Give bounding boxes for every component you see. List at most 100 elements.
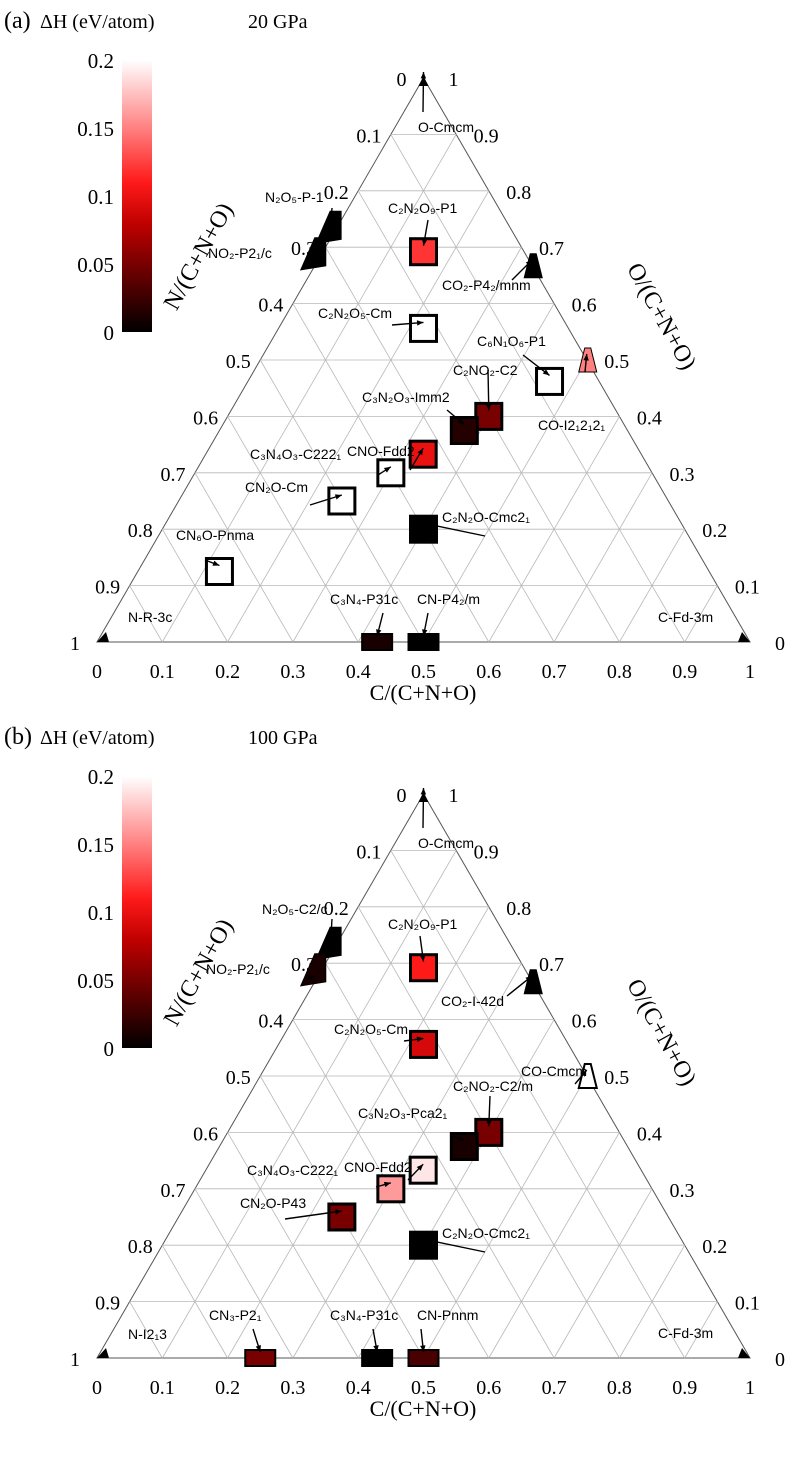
data-point <box>408 1155 438 1185</box>
data-point <box>409 953 438 983</box>
data-label: C₃N₄-P31c <box>330 591 398 607</box>
right-tick-label: 1 <box>449 785 459 807</box>
right-tick-label: 0.3 <box>670 1180 695 1202</box>
right-tick-label: 0.5 <box>604 1067 629 1089</box>
gridline <box>194 1188 294 1359</box>
data-label: C₂N₂O₉-P1 <box>388 200 458 216</box>
gridline <box>423 1075 588 1359</box>
right-tick-label: 0.6 <box>572 295 597 317</box>
arrow-head <box>307 259 315 265</box>
data-label: C-Fd-3m <box>658 609 713 625</box>
arrow-head <box>307 975 315 981</box>
arrow-head <box>583 354 589 361</box>
data-label: NO₂-P2₁/c <box>206 961 270 977</box>
arrow-head <box>420 72 427 79</box>
left-tick-label: 0.2 <box>324 898 349 920</box>
data-point <box>361 1349 394 1367</box>
arrow-head <box>457 1135 465 1141</box>
colorbar-title: ΔH (eV/atom) <box>40 727 155 749</box>
gridline <box>619 1244 686 1359</box>
arrow-head <box>327 226 334 234</box>
bottom-tick-label: 0.6 <box>476 661 501 683</box>
arrow-head <box>255 1345 261 1352</box>
gridline <box>129 585 163 643</box>
data-label: C₂N₂O-Cmc2₁ <box>442 509 530 525</box>
bottom-tick-label: 0.5 <box>411 661 436 683</box>
bottom-tick-label: 0.9 <box>672 661 697 683</box>
gridline <box>325 246 555 643</box>
data-label: NO₂-P2₁/c <box>208 245 272 261</box>
right-tick-label: 0.2 <box>702 520 727 542</box>
data-point <box>299 237 327 271</box>
arrow-head <box>486 1119 492 1127</box>
data-label: C₃N₂O₃-Imm2 <box>362 389 450 405</box>
bottom-tick-label: 0.3 <box>280 1377 305 1399</box>
data-label: CNO-Fdd2 <box>347 443 415 459</box>
bottom-tick-label: 0.1 <box>150 661 175 683</box>
colorbar-tick-label: 0.2 <box>88 765 114 789</box>
gridline <box>390 850 686 1359</box>
data-label: CN-Pnnm <box>417 1307 478 1323</box>
data-point <box>376 458 406 488</box>
gridline <box>488 416 620 643</box>
colorbar-tick-label: 0.1 <box>88 901 114 925</box>
x-axis-label: C/(C+N+O) <box>370 1396 477 1421</box>
left-tick-label: 0.7 <box>160 1180 185 1202</box>
arrow-head <box>383 466 391 473</box>
data-point <box>407 633 440 651</box>
right-tick-label: 0.7 <box>539 954 564 976</box>
right-tick-label: 0.4 <box>637 407 662 429</box>
left-tick-label: 0.8 <box>128 520 153 542</box>
gridline <box>129 1301 163 1359</box>
arrow-head <box>421 238 428 246</box>
data-label: CO₂-I-42d <box>441 993 504 1009</box>
colorbar <box>122 776 152 1048</box>
data-label: N-I2₁3 <box>128 1326 167 1342</box>
right-tick-label: 0 <box>775 1349 785 1371</box>
data-label: O-Cmcm <box>418 119 474 135</box>
colorbar-title: ΔH (eV/atom) <box>40 11 155 33</box>
gridline <box>684 1301 718 1359</box>
data-label: CO-I2₁2₁2₁ <box>538 417 605 433</box>
data-point <box>97 632 109 642</box>
bottom-tick-label: 0.2 <box>215 661 240 683</box>
pressure-label: 100 GPa <box>248 727 318 749</box>
data-label: CN-P4₂/m <box>417 591 480 607</box>
arrow-head <box>525 975 533 982</box>
arrow-head <box>525 259 533 267</box>
arrow-head <box>420 788 427 795</box>
arrow-head <box>542 369 550 376</box>
arrow-head <box>212 560 220 566</box>
colorbar-tick-label: 0.05 <box>77 253 114 277</box>
arrow-head <box>420 1345 426 1352</box>
data-point <box>244 1349 277 1367</box>
gridline <box>292 246 522 643</box>
data-point <box>409 313 438 343</box>
left-tick-label: 0.9 <box>95 1293 120 1315</box>
bottom-tick-label: 0.5 <box>411 1377 436 1399</box>
colorbar-tick-label: 0.2 <box>88 49 114 73</box>
arrow-head <box>416 1164 424 1171</box>
bottom-tick-label: 0.6 <box>476 1377 501 1399</box>
right-tick-label: 0.9 <box>474 841 499 863</box>
left-tick-label: 0.7 <box>160 464 185 486</box>
bottom-tick-label: 0.2 <box>215 1377 240 1399</box>
data-point <box>407 1349 440 1367</box>
bottom-tick-label: 1 <box>745 661 755 683</box>
data-point <box>738 632 750 642</box>
left-tick-label: 0.5 <box>226 351 251 373</box>
right-axis-label: O/(C+N+O) <box>621 975 701 1091</box>
arrow-head <box>423 521 431 528</box>
left-tick-label: 0.6 <box>193 1123 218 1145</box>
bottom-tick-label: 0.8 <box>607 1377 632 1399</box>
data-point <box>376 1174 406 1204</box>
colorbar-tick-label: 0 <box>104 321 115 345</box>
panel-a-20gpa: (a) ΔH (eV/atom) 20 GPa 0.2 0.15 0.1 0.05 0 0 0.1… <box>4 8 785 705</box>
data-label: C₃N₂O₃-Pca2₁ <box>358 1105 448 1121</box>
right-tick-label: 0.6 <box>572 1011 597 1033</box>
data-label: N-R-3c <box>128 609 172 625</box>
arrow-head <box>376 629 382 636</box>
right-tick-label: 0.2 <box>702 1236 727 1258</box>
data-label: CNO-Fdd2 <box>344 1159 412 1175</box>
